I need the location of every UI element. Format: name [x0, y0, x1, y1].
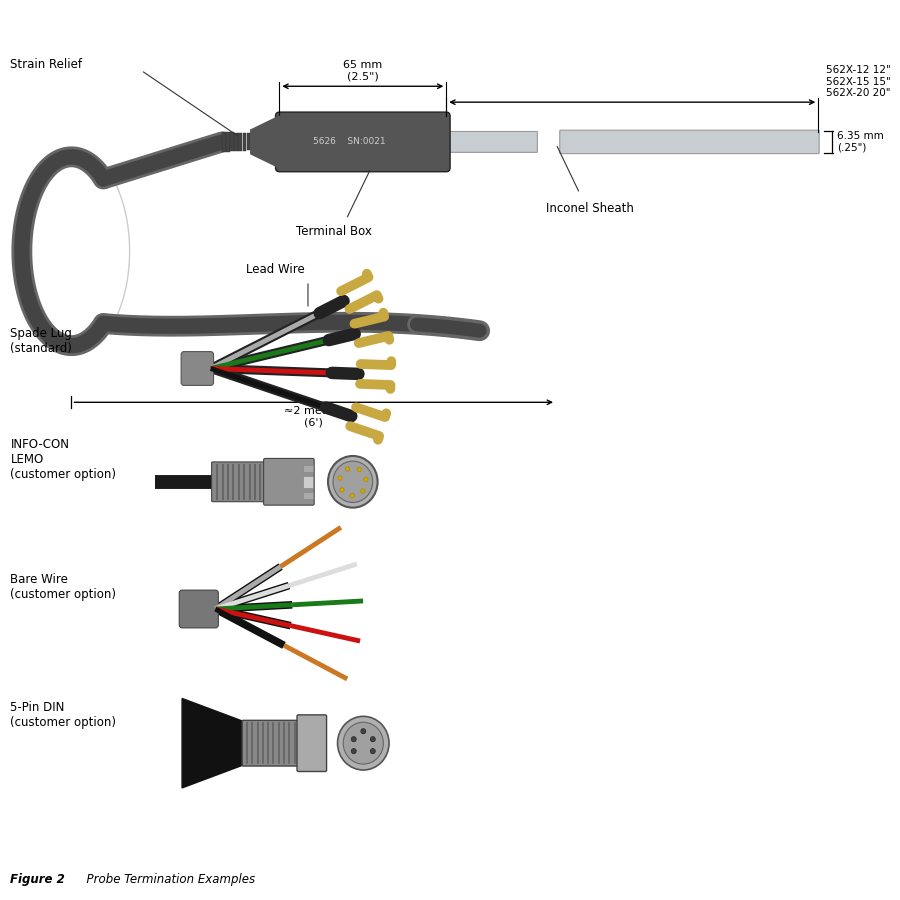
Text: Inconel Sheath: Inconel Sheath — [546, 202, 634, 214]
Text: Probe Termination Examples: Probe Termination Examples — [79, 873, 256, 886]
Text: ≈2 meters
(6'): ≈2 meters (6') — [284, 406, 344, 428]
Text: Terminal Box: Terminal Box — [296, 225, 372, 238]
Circle shape — [338, 716, 389, 770]
Circle shape — [340, 488, 344, 492]
FancyBboxPatch shape — [446, 131, 537, 152]
FancyBboxPatch shape — [212, 462, 266, 501]
Circle shape — [346, 467, 350, 472]
FancyBboxPatch shape — [560, 130, 819, 154]
Circle shape — [328, 456, 378, 508]
Text: Spade Lug
(standard): Spade Lug (standard) — [11, 327, 72, 355]
Text: 5626    SN:0021: 5626 SN:0021 — [313, 138, 386, 147]
Polygon shape — [182, 698, 243, 788]
Bar — [222, 132, 226, 152]
Bar — [247, 133, 250, 150]
Circle shape — [364, 477, 368, 482]
Text: Lead Wire: Lead Wire — [246, 263, 305, 275]
Bar — [303, 476, 312, 488]
FancyBboxPatch shape — [179, 590, 219, 628]
Circle shape — [350, 493, 355, 498]
Bar — [230, 132, 234, 151]
Text: 65 mm
(2.5"): 65 mm (2.5") — [343, 59, 382, 81]
Bar — [303, 465, 312, 472]
Text: Strain Relief: Strain Relief — [11, 58, 83, 71]
Circle shape — [343, 722, 383, 764]
Bar — [226, 132, 230, 151]
Text: Figure 2: Figure 2 — [11, 873, 65, 886]
Circle shape — [357, 467, 361, 472]
Text: INFO-CON
LEMO
(customer option): INFO-CON LEMO (customer option) — [11, 438, 116, 482]
Text: 5-Pin DIN
(customer option): 5-Pin DIN (customer option) — [11, 701, 116, 729]
Text: Bare Wire
(customer option): Bare Wire (customer option) — [11, 573, 116, 601]
Polygon shape — [251, 116, 279, 167]
Circle shape — [333, 461, 373, 502]
FancyBboxPatch shape — [264, 458, 314, 505]
Circle shape — [361, 729, 365, 733]
Bar — [303, 491, 312, 499]
FancyBboxPatch shape — [242, 720, 300, 766]
FancyBboxPatch shape — [181, 352, 213, 385]
Circle shape — [371, 749, 375, 753]
Bar — [243, 133, 246, 150]
Bar — [238, 133, 242, 151]
Text: 562X-12 12"
562X-15 15"
562X-20 20": 562X-12 12" 562X-15 15" 562X-20 20" — [826, 65, 891, 98]
Circle shape — [371, 736, 375, 742]
Circle shape — [361, 489, 365, 493]
Text: 6.35 mm
(.25"): 6.35 mm (.25") — [837, 131, 884, 153]
Circle shape — [351, 749, 356, 753]
Circle shape — [338, 476, 342, 481]
FancyBboxPatch shape — [297, 715, 327, 771]
Bar — [234, 132, 238, 151]
FancyBboxPatch shape — [275, 112, 450, 172]
Circle shape — [351, 736, 356, 742]
